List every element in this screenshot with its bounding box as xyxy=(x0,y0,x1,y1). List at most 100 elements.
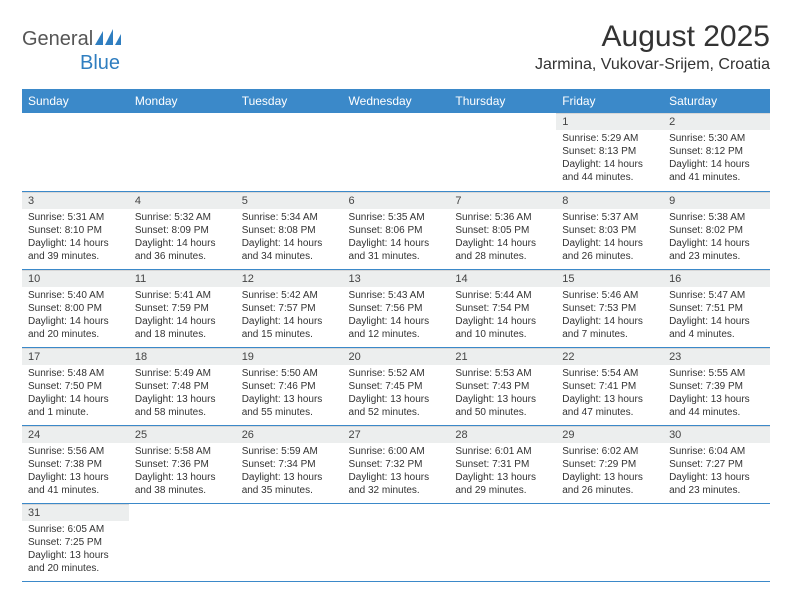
calendar-cell xyxy=(236,113,343,191)
day-number: 7 xyxy=(449,192,556,209)
calendar-cell: 2Sunrise: 5:30 AMSunset: 8:12 PMDaylight… xyxy=(663,113,770,191)
title-block: August 2025 Jarmina, Vukovar-Srijem, Cro… xyxy=(535,20,770,74)
weekday-header: Sunday xyxy=(22,89,129,113)
day-number: 27 xyxy=(343,426,450,443)
day-number: 14 xyxy=(449,270,556,287)
calendar-cell: 12Sunrise: 5:42 AMSunset: 7:57 PMDayligh… xyxy=(236,269,343,347)
calendar-cell: 19Sunrise: 5:50 AMSunset: 7:46 PMDayligh… xyxy=(236,347,343,425)
calendar-cell: 10Sunrise: 5:40 AMSunset: 8:00 PMDayligh… xyxy=(22,269,129,347)
day-details: Sunrise: 5:49 AMSunset: 7:48 PMDaylight:… xyxy=(129,365,236,423)
day-details: Sunrise: 5:54 AMSunset: 7:41 PMDaylight:… xyxy=(556,365,663,423)
calendar-cell: 3Sunrise: 5:31 AMSunset: 8:10 PMDaylight… xyxy=(22,191,129,269)
calendar-cell: 27Sunrise: 6:00 AMSunset: 7:32 PMDayligh… xyxy=(343,425,450,503)
calendar-cell xyxy=(236,503,343,581)
day-details: Sunrise: 5:53 AMSunset: 7:43 PMDaylight:… xyxy=(449,365,556,423)
weekday-header: Monday xyxy=(129,89,236,113)
day-details: Sunrise: 5:50 AMSunset: 7:46 PMDaylight:… xyxy=(236,365,343,423)
day-details: Sunrise: 5:58 AMSunset: 7:36 PMDaylight:… xyxy=(129,443,236,501)
day-details: Sunrise: 5:38 AMSunset: 8:02 PMDaylight:… xyxy=(663,209,770,267)
page-title: August 2025 xyxy=(535,20,770,54)
calendar-row: 24Sunrise: 5:56 AMSunset: 7:38 PMDayligh… xyxy=(22,425,770,503)
calendar-cell: 30Sunrise: 6:04 AMSunset: 7:27 PMDayligh… xyxy=(663,425,770,503)
day-number: 20 xyxy=(343,348,450,365)
day-number: 18 xyxy=(129,348,236,365)
calendar-cell: 17Sunrise: 5:48 AMSunset: 7:50 PMDayligh… xyxy=(22,347,129,425)
day-number: 9 xyxy=(663,192,770,209)
day-number: 25 xyxy=(129,426,236,443)
day-number: 15 xyxy=(556,270,663,287)
calendar-cell: 8Sunrise: 5:37 AMSunset: 8:03 PMDaylight… xyxy=(556,191,663,269)
day-details: Sunrise: 5:43 AMSunset: 7:56 PMDaylight:… xyxy=(343,287,450,345)
calendar-cell: 18Sunrise: 5:49 AMSunset: 7:48 PMDayligh… xyxy=(129,347,236,425)
day-number: 3 xyxy=(22,192,129,209)
day-details: Sunrise: 5:59 AMSunset: 7:34 PMDaylight:… xyxy=(236,443,343,501)
day-number: 12 xyxy=(236,270,343,287)
calendar-cell: 29Sunrise: 6:02 AMSunset: 7:29 PMDayligh… xyxy=(556,425,663,503)
day-details: Sunrise: 5:30 AMSunset: 8:12 PMDaylight:… xyxy=(663,130,770,188)
calendar-cell: 9Sunrise: 5:38 AMSunset: 8:02 PMDaylight… xyxy=(663,191,770,269)
calendar-cell: 31Sunrise: 6:05 AMSunset: 7:25 PMDayligh… xyxy=(22,503,129,581)
logo-text-blue: Blue xyxy=(80,52,120,74)
calendar-cell xyxy=(449,503,556,581)
day-number: 10 xyxy=(22,270,129,287)
weekday-header: Friday xyxy=(556,89,663,113)
day-details: Sunrise: 5:31 AMSunset: 8:10 PMDaylight:… xyxy=(22,209,129,267)
day-number: 31 xyxy=(22,504,129,521)
day-details: Sunrise: 5:41 AMSunset: 7:59 PMDaylight:… xyxy=(129,287,236,345)
calendar-cell: 22Sunrise: 5:54 AMSunset: 7:41 PMDayligh… xyxy=(556,347,663,425)
day-number: 29 xyxy=(556,426,663,443)
day-number: 22 xyxy=(556,348,663,365)
calendar-cell: 23Sunrise: 5:55 AMSunset: 7:39 PMDayligh… xyxy=(663,347,770,425)
calendar-cell: 20Sunrise: 5:52 AMSunset: 7:45 PMDayligh… xyxy=(343,347,450,425)
day-number: 17 xyxy=(22,348,129,365)
day-details: Sunrise: 5:56 AMSunset: 7:38 PMDaylight:… xyxy=(22,443,129,501)
day-details: Sunrise: 6:00 AMSunset: 7:32 PMDaylight:… xyxy=(343,443,450,501)
calendar-cell xyxy=(22,113,129,191)
calendar-table: SundayMondayTuesdayWednesdayThursdayFrid… xyxy=(22,89,770,582)
calendar-body: 1Sunrise: 5:29 AMSunset: 8:13 PMDaylight… xyxy=(22,113,770,581)
calendar-cell: 6Sunrise: 5:35 AMSunset: 8:06 PMDaylight… xyxy=(343,191,450,269)
calendar-cell: 11Sunrise: 5:41 AMSunset: 7:59 PMDayligh… xyxy=(129,269,236,347)
calendar-cell: 21Sunrise: 5:53 AMSunset: 7:43 PMDayligh… xyxy=(449,347,556,425)
day-number: 19 xyxy=(236,348,343,365)
calendar-cell: 25Sunrise: 5:58 AMSunset: 7:36 PMDayligh… xyxy=(129,425,236,503)
day-number: 21 xyxy=(449,348,556,365)
calendar-cell xyxy=(129,113,236,191)
day-number: 4 xyxy=(129,192,236,209)
weekday-header: Tuesday xyxy=(236,89,343,113)
calendar-cell xyxy=(556,503,663,581)
day-number: 16 xyxy=(663,270,770,287)
day-details: Sunrise: 6:01 AMSunset: 7:31 PMDaylight:… xyxy=(449,443,556,501)
calendar-cell: 5Sunrise: 5:34 AMSunset: 8:08 PMDaylight… xyxy=(236,191,343,269)
calendar-cell: 4Sunrise: 5:32 AMSunset: 8:09 PMDaylight… xyxy=(129,191,236,269)
calendar-cell xyxy=(129,503,236,581)
calendar-cell: 7Sunrise: 5:36 AMSunset: 8:05 PMDaylight… xyxy=(449,191,556,269)
day-number: 24 xyxy=(22,426,129,443)
calendar-row: 3Sunrise: 5:31 AMSunset: 8:10 PMDaylight… xyxy=(22,191,770,269)
day-details: Sunrise: 5:29 AMSunset: 8:13 PMDaylight:… xyxy=(556,130,663,188)
day-details: Sunrise: 5:34 AMSunset: 8:08 PMDaylight:… xyxy=(236,209,343,267)
weekday-header-row: SundayMondayTuesdayWednesdayThursdayFrid… xyxy=(22,89,770,113)
day-details: Sunrise: 6:04 AMSunset: 7:27 PMDaylight:… xyxy=(663,443,770,501)
calendar-cell: 14Sunrise: 5:44 AMSunset: 7:54 PMDayligh… xyxy=(449,269,556,347)
calendar-cell: 1Sunrise: 5:29 AMSunset: 8:13 PMDaylight… xyxy=(556,113,663,191)
day-details: Sunrise: 5:55 AMSunset: 7:39 PMDaylight:… xyxy=(663,365,770,423)
calendar-cell xyxy=(343,113,450,191)
day-number: 2 xyxy=(663,113,770,130)
calendar-row: 10Sunrise: 5:40 AMSunset: 8:00 PMDayligh… xyxy=(22,269,770,347)
day-details: Sunrise: 5:48 AMSunset: 7:50 PMDaylight:… xyxy=(22,365,129,423)
weekday-header: Thursday xyxy=(449,89,556,113)
calendar-cell: 28Sunrise: 6:01 AMSunset: 7:31 PMDayligh… xyxy=(449,425,556,503)
calendar-cell xyxy=(343,503,450,581)
calendar-cell: 24Sunrise: 5:56 AMSunset: 7:38 PMDayligh… xyxy=(22,425,129,503)
day-number: 1 xyxy=(556,113,663,130)
calendar-cell xyxy=(449,113,556,191)
location: Jarmina, Vukovar-Srijem, Croatia xyxy=(535,56,770,74)
day-number: 5 xyxy=(236,192,343,209)
calendar-cell: 16Sunrise: 5:47 AMSunset: 7:51 PMDayligh… xyxy=(663,269,770,347)
day-details: Sunrise: 5:52 AMSunset: 7:45 PMDaylight:… xyxy=(343,365,450,423)
day-details: Sunrise: 5:37 AMSunset: 8:03 PMDaylight:… xyxy=(556,209,663,267)
day-number: 13 xyxy=(343,270,450,287)
logo-text-general: General xyxy=(22,28,93,51)
calendar-cell xyxy=(663,503,770,581)
